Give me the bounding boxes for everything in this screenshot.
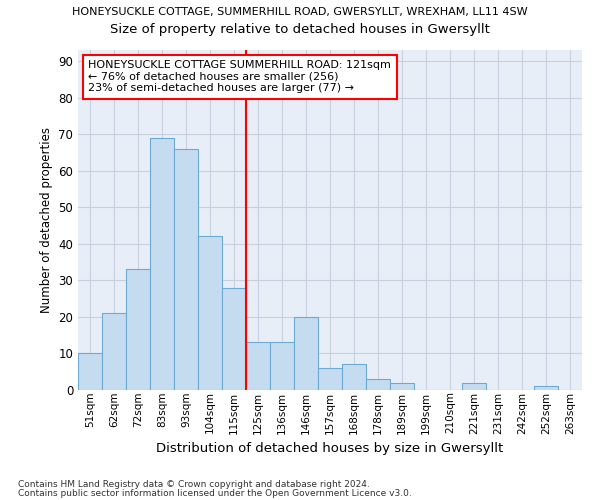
Bar — [462, 382, 486, 390]
Bar — [366, 379, 390, 390]
Bar — [534, 386, 558, 390]
Bar — [198, 236, 222, 390]
Text: HONEYSUCKLE COTTAGE SUMMERHILL ROAD: 121sqm
← 76% of detached houses are smaller: HONEYSUCKLE COTTAGE SUMMERHILL ROAD: 121… — [88, 60, 391, 94]
Bar — [150, 138, 174, 390]
Bar — [126, 270, 150, 390]
Bar — [342, 364, 366, 390]
Bar — [102, 313, 126, 390]
Text: HONEYSUCKLE COTTAGE, SUMMERHILL ROAD, GWERSYLLT, WREXHAM, LL11 4SW: HONEYSUCKLE COTTAGE, SUMMERHILL ROAD, GW… — [72, 8, 528, 18]
Text: Size of property relative to detached houses in Gwersyllt: Size of property relative to detached ho… — [110, 22, 490, 36]
Bar — [246, 342, 270, 390]
Bar — [390, 382, 414, 390]
Bar — [294, 317, 318, 390]
X-axis label: Distribution of detached houses by size in Gwersyllt: Distribution of detached houses by size … — [157, 442, 503, 455]
Text: Contains HM Land Registry data © Crown copyright and database right 2024.: Contains HM Land Registry data © Crown c… — [18, 480, 370, 489]
Bar — [222, 288, 246, 390]
Bar — [174, 148, 198, 390]
Text: Contains public sector information licensed under the Open Government Licence v3: Contains public sector information licen… — [18, 489, 412, 498]
Y-axis label: Number of detached properties: Number of detached properties — [40, 127, 53, 313]
Bar — [318, 368, 342, 390]
Bar — [270, 342, 294, 390]
Bar — [78, 354, 102, 390]
